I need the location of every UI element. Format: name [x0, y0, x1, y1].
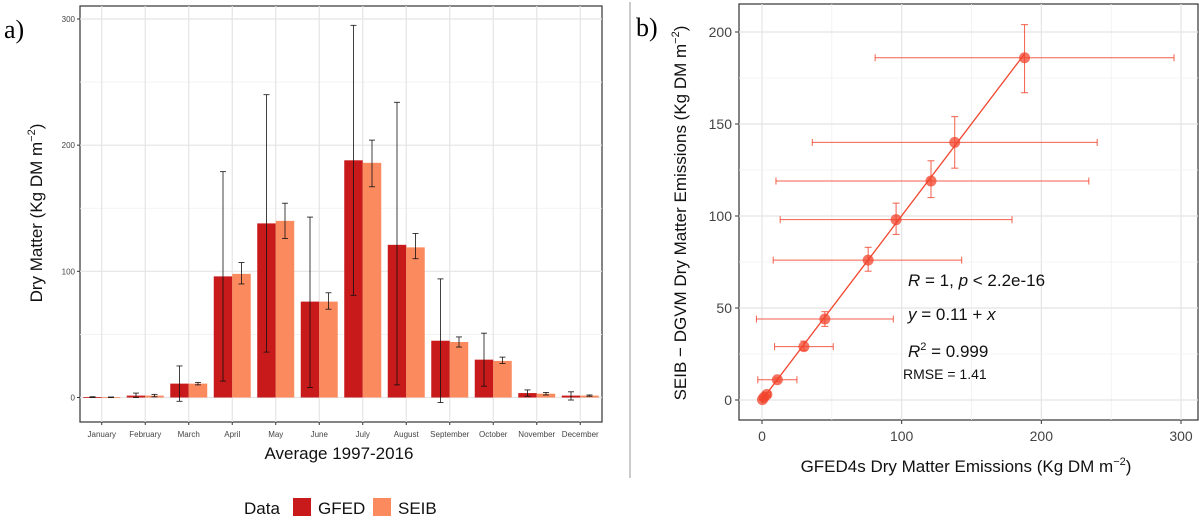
panel-b-plot-frame [738, 3, 1199, 421]
panel-a-y-axis-title-exp: −2 [26, 129, 38, 142]
x-tick-label: October [479, 430, 508, 439]
panel-b-x-axis-title: GFED4s Dry Matter Emissions (Kg DM m−2) [801, 456, 1132, 476]
data-point [798, 341, 810, 353]
legend-label-gfed: GFED [318, 499, 365, 518]
bar-seib-september [449, 341, 469, 398]
y-tick-label: 200 [709, 24, 733, 40]
panel-b-grid [739, 4, 1198, 420]
panel-b-x-axis-title-main: GFED4s Dry Matter Emissions (Kg DM m [801, 457, 1114, 476]
legend-swatch-gfed [293, 498, 311, 516]
panel-a-y-ticks: 0 100 200 300 [62, 15, 80, 403]
x-tick-label: 300 [1169, 428, 1193, 444]
legend: Data GFED SEIB [244, 498, 437, 518]
panel-b-x-axis-title-close: ) [1126, 457, 1132, 476]
y-tick-label: 50 [716, 300, 732, 316]
bar-seib-october [493, 360, 512, 398]
bar-seib-november [536, 393, 556, 398]
x-tick-label: February [129, 430, 161, 439]
x-tick-label: May [268, 430, 283, 439]
x-tick-label: 100 [890, 428, 914, 444]
panel-b-label: b) [636, 13, 658, 42]
x-tick-label: December [562, 430, 599, 439]
y-tick-label: 300 [62, 15, 76, 24]
panel-b-y-axis-title-close: ) [671, 26, 690, 32]
data-point [862, 254, 874, 266]
y-tick-label: 100 [62, 267, 76, 276]
annotation-rmse: RMSE = 1.41 [903, 366, 987, 382]
data-point [819, 313, 831, 325]
x-tick-label: 200 [1030, 428, 1054, 444]
x-tick-label: September [430, 430, 469, 439]
panel-a-error-bars [89, 24, 593, 403]
bar-seib-march [188, 383, 208, 398]
bar-seib-august [406, 247, 425, 398]
x-tick-label: November [518, 430, 555, 439]
y-tick-label: 0 [724, 392, 732, 408]
x-tick-label: August [394, 430, 420, 439]
data-point [761, 388, 773, 400]
bar-seib-april [232, 273, 251, 398]
x-tick-label: January [88, 430, 116, 439]
legend-label-seib: SEIB [398, 499, 437, 518]
data-point [1019, 52, 1031, 64]
y-tick-label: 0 [71, 394, 76, 403]
y-tick-label: 100 [709, 208, 733, 224]
x-tick-label: March [178, 430, 200, 439]
data-point [890, 214, 902, 226]
panel-a-y-axis-title-main: Dry Matter (Kg DM m [27, 142, 46, 303]
panel-a-bars [83, 160, 599, 399]
y-tick-label: 200 [62, 141, 76, 150]
bar-seib-june [319, 301, 338, 398]
panel-b-scatter-plot: 0 50 100 150 200 0 100 200 300 GFED4s Dry Matte… [670, 3, 1199, 476]
panel-b-x-axis-title-exp: −2 [1113, 456, 1126, 468]
x-tick-label: June [311, 430, 329, 439]
panel-b-y-axis-title-exp: −2 [670, 31, 682, 44]
panel-b-x-ticks: 0 100 200 300 [758, 420, 1193, 444]
legend-swatch-seib [373, 498, 391, 516]
x-tick-label: July [356, 430, 370, 439]
legend-title: Data [244, 499, 280, 518]
panel-a-plot-frame [79, 5, 603, 423]
panel-a-x-ticks: January February March April May June July Augu… [88, 422, 599, 439]
panel-b-points [756, 52, 1031, 406]
bar-seib-july [362, 162, 382, 398]
data-point [771, 374, 783, 386]
annotation-correlation: R = 1, p < 2.2e-16 [908, 271, 1045, 290]
panel-a-y-axis-title-close: ) [27, 124, 46, 130]
bar-seib-may [275, 220, 295, 398]
panel-a-y-axis-title: Dry Matter (Kg DM m−2) [26, 124, 46, 303]
annotation-r-squared: R2 = 0.999 [908, 341, 988, 361]
data-point [949, 136, 961, 148]
panel-a-label: a) [4, 15, 24, 44]
panel-b-y-axis-title-main: SEIB − DGVM Dry Matter Emissions (Kg DM … [671, 44, 690, 401]
data-point [925, 175, 937, 187]
x-tick-label: 0 [758, 428, 766, 444]
y-tick-label: 150 [709, 116, 733, 132]
panel-a-x-axis-title: Average 1997-2016 [264, 444, 413, 463]
x-tick-label: April [224, 430, 240, 439]
annotation-equation: y = 0.11 + x [907, 305, 996, 324]
panel-b-y-axis-title: SEIB − DGVM Dry Matter Emissions (Kg DM … [670, 26, 690, 401]
panel-b-y-ticks: 0 50 100 150 200 [709, 24, 739, 408]
